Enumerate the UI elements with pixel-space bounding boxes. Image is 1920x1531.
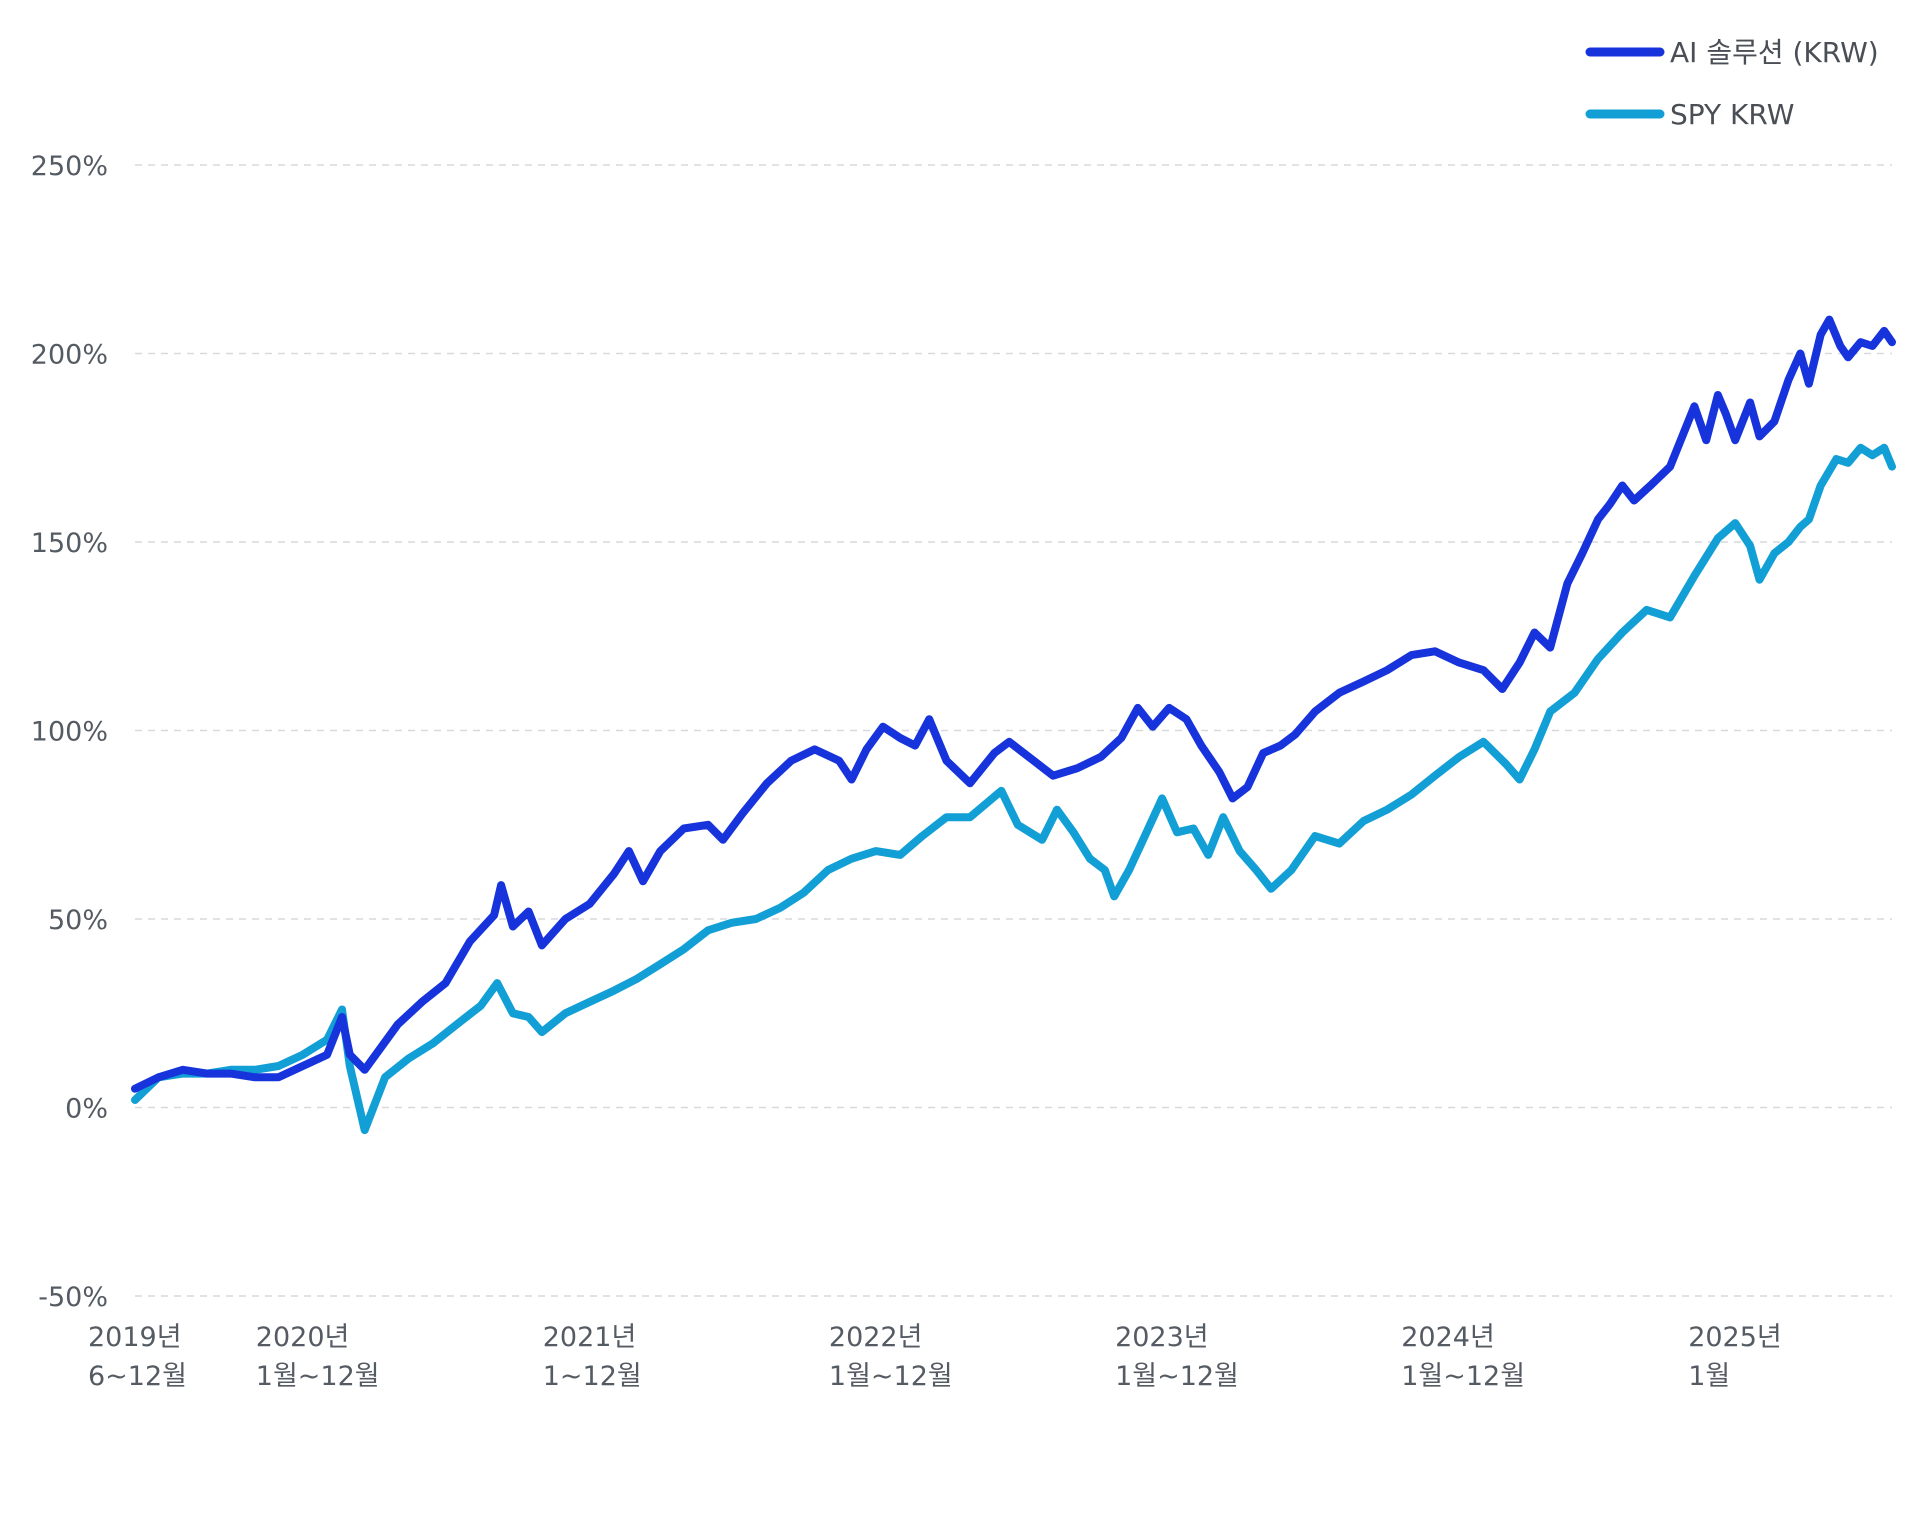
gridlines (135, 164, 1892, 1297)
y-tick-label: -50% (38, 1282, 108, 1313)
x-tick-label-months: 1~12월 (543, 1361, 642, 1392)
x-tick-label-year: 2025년 (1688, 1322, 1782, 1353)
y-tick-label: 100% (31, 717, 108, 748)
y-tick-label: 0% (65, 1094, 108, 1125)
x-tick-label-year: 2022년 (829, 1322, 923, 1353)
x-tick-label-months: 1월 (1688, 1361, 1730, 1392)
y-tick-label: 250% (31, 151, 108, 182)
x-tick-label-months: 6~12월 (88, 1361, 187, 1392)
x-tick-label-year: 2023년 (1115, 1322, 1209, 1353)
series-line-ai-solution (131, 315, 1896, 1093)
x-tick-label-months: 1월~12월 (829, 1361, 953, 1392)
y-tick-label: 150% (31, 528, 108, 559)
y-tick-label: 50% (48, 905, 108, 936)
series-line-spy-krw (131, 443, 1896, 1135)
series-lines (131, 315, 1896, 1135)
x-tick-label-year: 2019년 (88, 1322, 182, 1353)
x-tick-label-months: 1월~12월 (1115, 1361, 1239, 1392)
y-tick-label: 200% (31, 340, 108, 371)
y-axis-ticks: 250% 200% 150% 100% 50% 0% -50% (31, 151, 108, 1313)
x-tick-label-year: 2020년 (256, 1322, 350, 1353)
x-tick-label-year: 2024년 (1401, 1322, 1495, 1353)
x-axis-ticks: 2019년 6~12월 2020년 1월~12월 2021년 1~12월 2022년 1월~1… (88, 1322, 1782, 1392)
x-tick-label-months: 1월~12월 (1401, 1361, 1525, 1392)
legend-label-ai-solution: AI 솔루션 (KRW) (1670, 36, 1879, 69)
x-tick-label-months: 1월~12월 (256, 1361, 380, 1392)
legend: AI 솔루션 (KRW) SPY KRW (1585, 36, 1879, 131)
legend-label-spy-krw: SPY KRW (1670, 98, 1794, 131)
x-tick-label-year: 2021년 (543, 1322, 637, 1353)
